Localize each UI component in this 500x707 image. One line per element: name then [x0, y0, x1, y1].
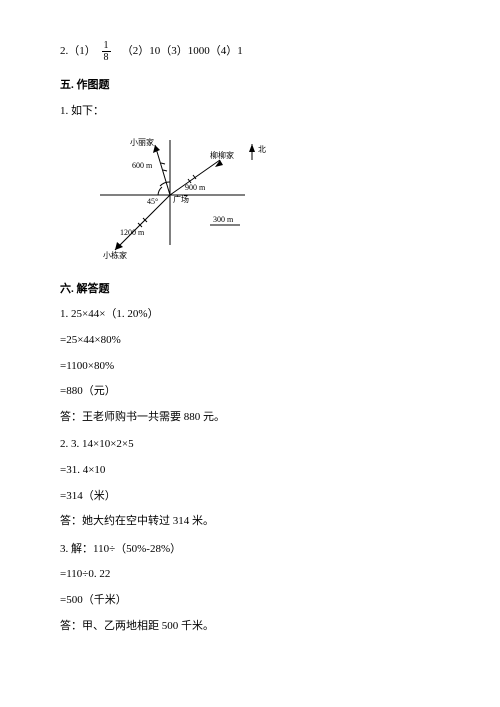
p2-l2: =31. 4×10 [60, 462, 440, 480]
p1-l4: =880（元） [60, 383, 440, 401]
p3-l1: 3. 解：110÷（50%-28%） [60, 541, 440, 559]
label-600: 600 m [132, 161, 153, 170]
label-45: 45° [147, 197, 158, 206]
q2-rest: （2）10（3）1000（4）1 [116, 45, 243, 57]
p1-l3: =1100×80% [60, 358, 440, 376]
p3-l2: =110÷0. 22 [60, 566, 440, 584]
q2-fraction: 1 8 [102, 40, 111, 63]
label-1200: 1200 m [120, 228, 145, 237]
label-scale: 300 m [213, 215, 234, 224]
section-6-title: 六. 解答题 [60, 281, 440, 299]
p2-ans: 答：她大约在空中转过 314 米。 [60, 513, 440, 531]
p2-l3: =314（米） [60, 488, 440, 506]
frac-den: 8 [102, 52, 111, 63]
p2-l1: 2. 3. 14×10×2×5 [60, 436, 440, 454]
q2-prefix: 2.（1） [60, 45, 96, 57]
p1-l1: 1. 25×44×（1. 20%） [60, 306, 440, 324]
label-top-left: 小丽家 [130, 137, 154, 147]
label-bottom: 小栋家 [103, 250, 127, 260]
label-center: 广场 [173, 194, 189, 204]
frac-num: 1 [102, 40, 111, 52]
section-5-title: 五. 作图题 [60, 77, 440, 95]
label-900: 900 m [185, 183, 206, 192]
map-diagram: 小丽家 柳柳家 北 600 m 900 m 广场 45° 1200 m 300 … [80, 130, 440, 267]
p1-ans: 答：王老师购书一共需要 880 元。 [60, 409, 440, 427]
p3-l3: =500（千米） [60, 592, 440, 610]
p1-l2: =25×44×80% [60, 332, 440, 350]
q2-line: 2.（1） 1 8 （2）10（3）1000（4）1 [60, 40, 440, 63]
label-right: 柳柳家 [210, 150, 234, 160]
p3-ans: 答：甲、乙两地相距 500 千米。 [60, 618, 440, 636]
label-north: 北 [258, 145, 266, 154]
sec5-item1: 1. 如下： [60, 103, 440, 121]
